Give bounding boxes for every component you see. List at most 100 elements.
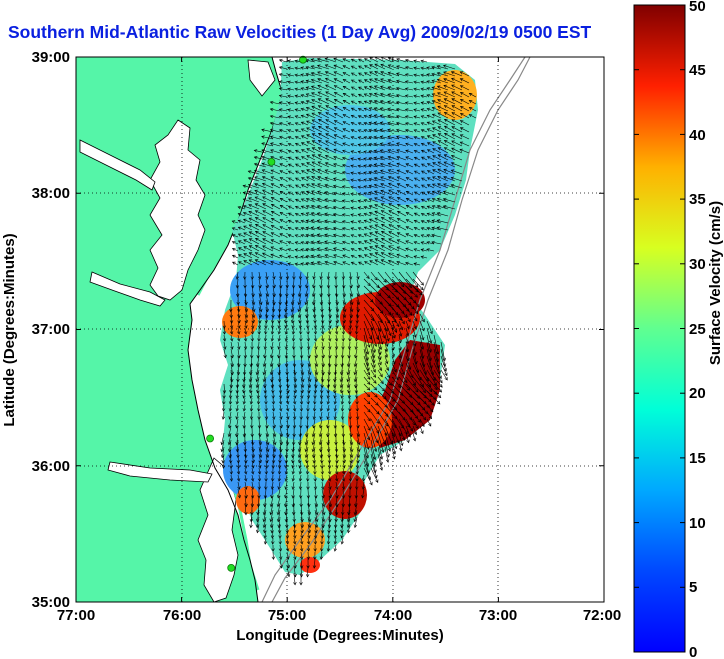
velocity-vector	[333, 227, 344, 231]
velocity-vector	[287, 234, 295, 238]
velocity-vector	[391, 383, 404, 396]
velocity-vector	[358, 86, 365, 91]
velocity-arrowhead	[321, 518, 326, 523]
velocity-arrowhead	[249, 395, 253, 399]
velocity-arrowhead	[405, 349, 410, 353]
velocity-vector	[370, 390, 378, 398]
velocity-vector	[451, 126, 463, 133]
velocity-vector	[263, 355, 267, 367]
velocity-arrowhead	[253, 149, 258, 153]
velocity-arrowhead	[421, 318, 425, 323]
velocity-vector	[333, 71, 344, 77]
velocity-vector	[300, 355, 303, 367]
velocity-arrowhead	[356, 276, 360, 280]
velocity-vector	[369, 198, 379, 203]
velocity-arrowhead	[443, 176, 447, 180]
velocity-vector	[419, 313, 425, 323]
velocity-arrowhead	[261, 169, 266, 173]
velocity-arrowhead	[324, 226, 328, 230]
velocity-arrowhead	[306, 331, 310, 335]
velocity-arrowhead	[380, 380, 384, 385]
velocity-arrowhead	[279, 142, 283, 146]
velocity-vector	[350, 136, 358, 140]
velocity-arrowhead	[388, 252, 392, 256]
velocity-vector	[364, 261, 372, 266]
velocity-arrowhead	[375, 479, 379, 483]
velocity-vector	[328, 320, 331, 329]
velocity-vector	[413, 122, 421, 126]
velocity-vector	[306, 306, 309, 318]
velocity-arrowhead	[285, 535, 290, 539]
velocity-arrowhead	[431, 226, 435, 230]
velocity-vector	[262, 183, 274, 189]
velocity-vector	[258, 425, 261, 437]
velocity-arrowhead	[328, 346, 332, 350]
velocity-arrowhead	[357, 192, 361, 196]
velocity-arrowhead	[380, 85, 384, 89]
velocity-arrowhead	[363, 150, 367, 154]
velocity-arrowhead	[420, 142, 425, 146]
velocity-vector	[444, 125, 456, 133]
velocity-vector	[277, 509, 281, 522]
velocity-vector	[412, 306, 419, 314]
velocity-arrowhead	[355, 331, 359, 335]
velocity-vector	[295, 102, 302, 105]
velocity-arrowhead	[262, 518, 266, 523]
velocity-arrowhead	[413, 59, 417, 63]
velocity-vector	[421, 234, 428, 238]
velocity-vector	[414, 227, 421, 231]
velocity-vector	[387, 101, 400, 105]
velocity-arrowhead	[437, 133, 442, 137]
velocity-vector	[364, 240, 372, 245]
velocity-arrowhead	[237, 219, 242, 223]
velocity-arrowhead	[363, 114, 368, 119]
velocity-vector	[300, 558, 303, 569]
velocity-vector	[384, 439, 389, 458]
velocity-vector	[258, 474, 260, 482]
velocity-vector	[317, 198, 330, 203]
velocity-vector	[388, 260, 400, 266]
velocity-vector	[230, 369, 233, 382]
velocity-vector	[307, 355, 311, 367]
velocity-arrowhead	[405, 191, 410, 195]
velocity-vector	[369, 192, 379, 196]
velocity-vector	[237, 327, 240, 335]
velocity-vector	[254, 170, 267, 175]
velocity-vector	[251, 313, 254, 323]
velocity-vector	[305, 248, 316, 252]
velocity-vector	[237, 481, 240, 490]
velocity-vector	[358, 248, 365, 252]
velocity-arrowhead	[278, 101, 283, 105]
velocity-vector	[244, 467, 247, 475]
velocity-arrowhead	[459, 99, 464, 103]
velocity-vector	[443, 198, 456, 203]
velocity-vector	[355, 376, 358, 388]
velocity-arrowhead	[333, 395, 337, 399]
velocity-arrowhead	[380, 210, 385, 214]
velocity-vector	[324, 199, 337, 203]
velocity-vector	[469, 107, 477, 112]
velocity-arrowhead	[392, 335, 396, 339]
velocity-vector	[357, 165, 365, 168]
velocity-arrowhead	[332, 205, 337, 210]
velocity-vector	[279, 143, 288, 147]
velocity-arrowhead	[413, 334, 417, 338]
velocity-vector	[335, 285, 338, 297]
velocity-vector	[306, 278, 309, 288]
velocity-arrowhead	[340, 401, 345, 405]
velocity-arrowhead	[256, 511, 260, 516]
velocity-vector	[413, 109, 421, 112]
velocity-arrowhead	[391, 340, 396, 345]
velocity-vector	[419, 320, 425, 331]
velocity-arrowhead	[353, 524, 358, 529]
velocity-arrowhead	[379, 92, 384, 97]
velocity-vector	[427, 177, 435, 182]
velocity-vector	[299, 278, 302, 288]
velocity-arrowhead	[284, 319, 288, 324]
velocity-vector	[248, 191, 260, 196]
velocity-vector	[278, 355, 281, 367]
velocity-vector	[298, 446, 302, 458]
velocity-arrowhead	[436, 212, 441, 216]
velocity-vector	[255, 217, 267, 224]
velocity-vector	[426, 397, 435, 406]
